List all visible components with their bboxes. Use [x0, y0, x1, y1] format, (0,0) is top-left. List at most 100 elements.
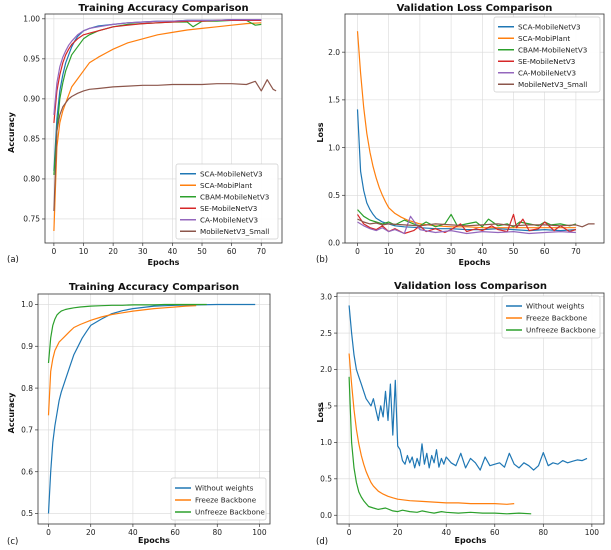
y-tick-label: 2.5 [320, 329, 332, 338]
x-axis-label: Epochs [455, 536, 487, 545]
legend: SCA-MobileNetV3 SCA-MobiPlant CBAM-MobileN… [493, 16, 601, 93]
y-tick-label: 0.7 [21, 426, 33, 435]
series-line-ca-mobilenetv3 [53, 19, 262, 115]
axes-frame [44, 13, 283, 244]
y-tick-label: 0.5 [21, 509, 33, 518]
y-tick-label: 0.5 [328, 191, 340, 200]
chart-panel-b: 0 10 20 30 40 50 60 70 0.0 0.5 1.0 1.5 2.0 Validation… [316, 3, 605, 267]
legend: Without weights Freeze Backbone Unfreeze B… [501, 295, 601, 339]
y-tick-label: 1.5 [320, 402, 332, 411]
series-line-sca-mobilenetv3 [356, 109, 576, 232]
x-tick-label: 10 [384, 247, 394, 256]
x-tick-label: 0 [51, 247, 56, 256]
y-tick-label: 2.0 [328, 48, 340, 57]
y-tick-label: 0.95 [23, 55, 40, 64]
x-tick-label: 40 [168, 247, 178, 256]
panel-label: (d) [316, 537, 328, 547]
legend-entry: Freeze Backbone [526, 314, 588, 323]
x-tick-label: 30 [446, 247, 456, 256]
x-tick-label: 40 [128, 528, 138, 537]
axes-frame [336, 292, 605, 525]
x-tick-label: 50 [509, 247, 519, 256]
x-tick-label: 60 [227, 247, 237, 256]
legend-entry: CA-MobileNetV3 [518, 68, 576, 77]
x-tick-label: 20 [86, 528, 96, 537]
chart-title: Validation Loss Comparison [397, 3, 553, 14]
x-tick-label: 70 [256, 247, 266, 256]
axes-frame [344, 13, 605, 244]
y-tick-label: 1.00 [23, 15, 40, 24]
y-tick-label: 1.5 [328, 96, 340, 105]
legend-entry: SCA-MobileNetV3 [518, 22, 581, 31]
series-line-freeze-backbone [348, 353, 515, 505]
chart-panel-d: 0 20 40 60 80 100 0.0 0.5 1.0 1.5 2.0 2.5 3.0 Validat… [316, 281, 605, 547]
y-tick-label: 0.5 [320, 475, 332, 484]
y-tick-label: 0.85 [23, 135, 40, 144]
legend-entry: CBAM-MobileNetV3 [518, 45, 587, 54]
series-line-without-weights [348, 305, 588, 471]
x-tick-label: 0 [46, 528, 51, 537]
legend-entry: MobileNetV3_Small [200, 227, 269, 236]
panel-label: (a) [7, 255, 19, 265]
panel-label: (b) [316, 255, 328, 265]
legend-entry: Without weights [526, 302, 585, 311]
y-tick-label: 1.0 [328, 143, 340, 152]
x-tick-label: 30 [138, 247, 148, 256]
chart-panel-c: 0 20 40 60 80 100 0.5 0.6 0.7 0.8 0.9 1.0 Training A… [7, 282, 271, 547]
x-tick-label: 40 [441, 528, 451, 537]
series-line-unfreeze-backbone [47, 303, 207, 364]
y-axis-label: Accuracy [7, 111, 16, 152]
legend: Without weights Freeze Backbone Unfreeze B… [170, 477, 267, 521]
x-axis-label: Epochs [459, 258, 491, 267]
y-tick-label: 0.9 [21, 342, 33, 351]
chart-title: Validation loss Comparison [394, 281, 547, 292]
chart-title: Training Accuracy Comparison [69, 282, 239, 293]
y-tick-label: 0.90 [23, 95, 40, 104]
x-tick-label: 10 [79, 247, 89, 256]
legend: SCA-MobileNetV3 SCA-MobiPlant CBAM-MobileN… [175, 163, 279, 240]
series-line-sca-mobiplant [356, 31, 576, 229]
legend-entry: CBAM-MobileNetV3 [200, 192, 269, 201]
axes-frame [37, 293, 271, 525]
legend-box [170, 477, 267, 521]
x-tick-label: 80 [212, 528, 222, 537]
series-line-freeze-backbone [47, 305, 197, 416]
x-tick-label: 100 [252, 528, 267, 537]
y-axis-label: Loss [316, 402, 325, 422]
y-tick-label: 0.0 [328, 239, 340, 248]
x-tick-label: 0 [347, 528, 352, 537]
legend-box [175, 163, 279, 240]
x-tick-label: 100 [585, 528, 600, 537]
x-tick-label: 20 [108, 247, 118, 256]
legend-entry: SE-MobileNetV3 [518, 57, 575, 66]
legend-box [493, 16, 601, 93]
x-tick-label: 70 [571, 247, 581, 256]
chart-panel-a: 0 10 20 30 40 50 60 70 0.75 0.80 0.85 0.90 0.95 1.00 T… [7, 3, 283, 267]
x-axis-label: Epochs [138, 536, 170, 545]
y-tick-label: 0.8 [21, 384, 33, 393]
series-line-sca-mobiplant [53, 22, 262, 232]
y-tick-label: 0.6 [21, 467, 33, 476]
legend-entry: SCA-MobiPlant [200, 181, 252, 190]
x-tick-label: 60 [490, 528, 500, 537]
y-tick-label: 2.0 [320, 365, 332, 374]
y-tick-label: 3.0 [320, 292, 332, 301]
legend-box [501, 295, 601, 339]
series-line-ca-mobilenetv3 [357, 215, 576, 235]
y-tick-label: 0.0 [320, 511, 332, 520]
panel-label: (c) [7, 537, 18, 547]
x-tick-label: 80 [539, 528, 549, 537]
x-tick-label: 50 [197, 247, 207, 256]
legend-entry: Unfreeze Backbone [526, 326, 596, 335]
x-axis-label: Epochs [148, 258, 180, 267]
legend-entry: Without weights [195, 484, 254, 493]
series-line-mobilenetv3-small [53, 79, 277, 212]
x-tick-label: 40 [478, 247, 488, 256]
y-axis-label: Loss [316, 122, 325, 142]
series-line-without-weights [47, 303, 256, 514]
x-tick-label: 0 [355, 247, 360, 256]
legend-entry: SCA-MobileNetV3 [200, 169, 263, 178]
series-line-unfreeze-backbone [348, 376, 532, 515]
y-tick-label: 0.75 [23, 215, 40, 224]
